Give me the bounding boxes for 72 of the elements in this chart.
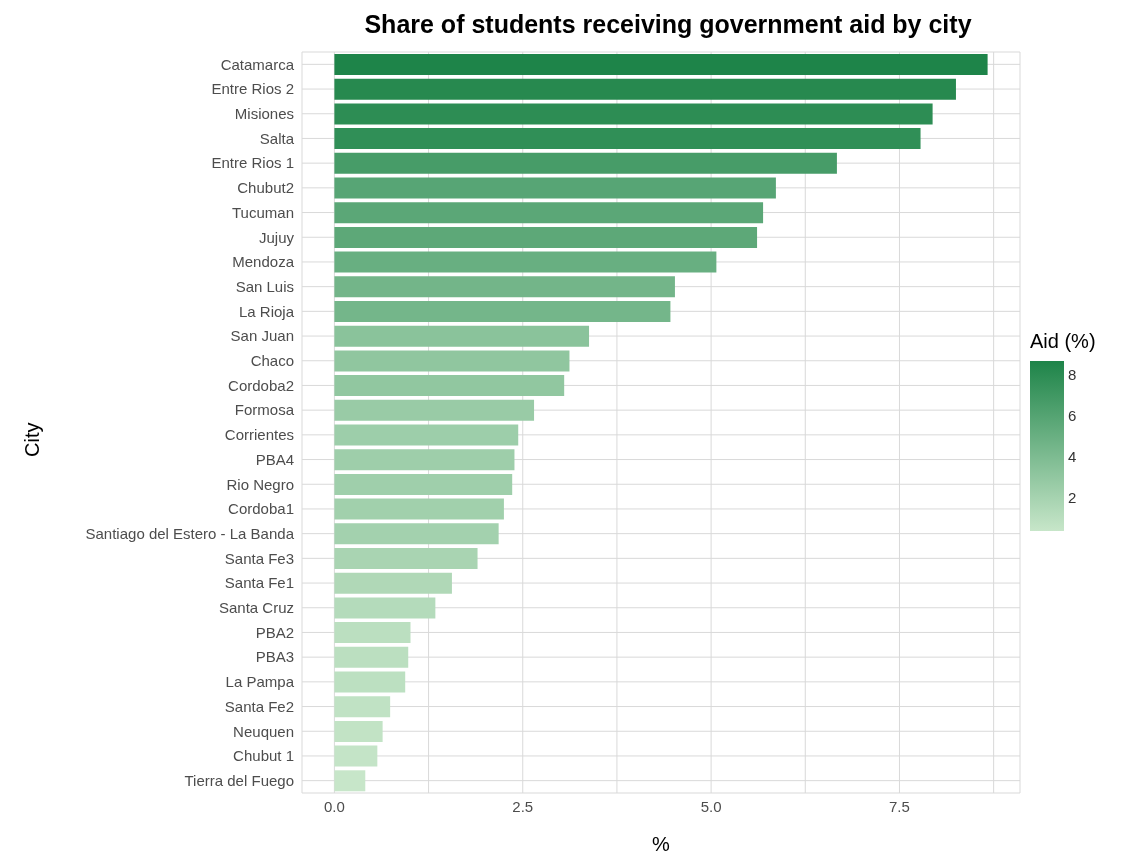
y-tick-label: Jujuy [258, 228, 295, 246]
bar [334, 54, 988, 75]
bar [334, 276, 675, 298]
bar [334, 375, 565, 397]
bar [334, 745, 378, 767]
y-tick-label: San Juan [230, 327, 294, 345]
y-tick-label: Misiones [234, 105, 294, 123]
bar [334, 597, 436, 619]
y-tick-label: Santa Cruz [218, 599, 294, 617]
bar [334, 449, 515, 471]
x-tick-label: 2.5 [512, 797, 534, 815]
bar [334, 78, 956, 100]
bar [334, 152, 837, 174]
y-tick-label: Entre Rios 2 [211, 80, 294, 98]
bar [334, 226, 758, 248]
bar [334, 103, 933, 125]
bar [334, 548, 478, 569]
y-tick-label: Tierra del Fuego [184, 771, 294, 789]
x-tick-label: 7.5 [889, 797, 910, 815]
bar [334, 128, 921, 150]
y-tick-label: Tucuman [232, 203, 294, 221]
y-tick-label: PBA3 [255, 648, 294, 666]
y-tick-label: Rio Negro [226, 475, 294, 493]
y-tick-label: Catamarca [220, 55, 295, 73]
color-bar-label: 4 [1068, 448, 1077, 467]
y-axis-title: City [21, 422, 44, 457]
bar [334, 720, 383, 742]
bar [334, 301, 671, 322]
color-bar-label: 2 [1068, 489, 1077, 508]
y-tick-label: Entre Rios 1 [211, 154, 294, 172]
bar [334, 498, 504, 520]
bar [334, 770, 366, 792]
y-tick-label: Cordoba1 [228, 500, 294, 518]
bar [334, 325, 590, 347]
y-tick-label: PBA2 [255, 623, 294, 641]
y-tick-label: Corrientes [224, 426, 294, 444]
y-tick-label: Santa Fe2 [224, 697, 294, 715]
y-tick-label: Cordoba2 [228, 376, 294, 394]
x-tick-label: 5.0 [700, 797, 722, 815]
bar [334, 572, 452, 594]
color-bar-label: 6 [1068, 406, 1077, 425]
bar [334, 622, 411, 644]
bar [334, 671, 406, 693]
x-axis-title: % [652, 833, 671, 855]
color-bar-title: Aid (%) [1030, 330, 1096, 353]
bar [334, 350, 570, 372]
bar [334, 523, 499, 545]
y-tick-label: La Rioja [238, 302, 295, 320]
y-tick-label: La Pampa [225, 673, 295, 691]
y-tick-label: Santiago del Estero - La Banda [85, 524, 295, 542]
bar [334, 696, 391, 718]
y-tick-label: Chubut2 [237, 179, 294, 197]
y-tick-label: PBA4 [255, 450, 294, 468]
bar [334, 177, 776, 199]
y-tick-label: Salta [259, 129, 295, 147]
y-tick-label: Chubut 1 [233, 747, 294, 765]
y-tick-label: Mendoza [232, 253, 295, 271]
y-tick-label: Santa Fe3 [224, 549, 294, 567]
bar [334, 251, 717, 273]
bar [334, 424, 519, 446]
y-tick-label: Santa Fe1 [224, 574, 294, 592]
chart-title: Share of students receiving government aid by city [363, 10, 973, 39]
bar [334, 202, 764, 224]
y-tick-label: Formosa [234, 401, 295, 419]
y-tick-label: Neuquen [233, 722, 294, 740]
y-tick-label: San Luis [235, 277, 294, 295]
bar [334, 473, 513, 495]
bar [334, 399, 535, 421]
bar [334, 646, 409, 668]
color-bar-label: 8 [1068, 365, 1077, 384]
x-tick-label: 0.0 [323, 797, 345, 815]
y-tick-label: Chaco [250, 352, 294, 370]
